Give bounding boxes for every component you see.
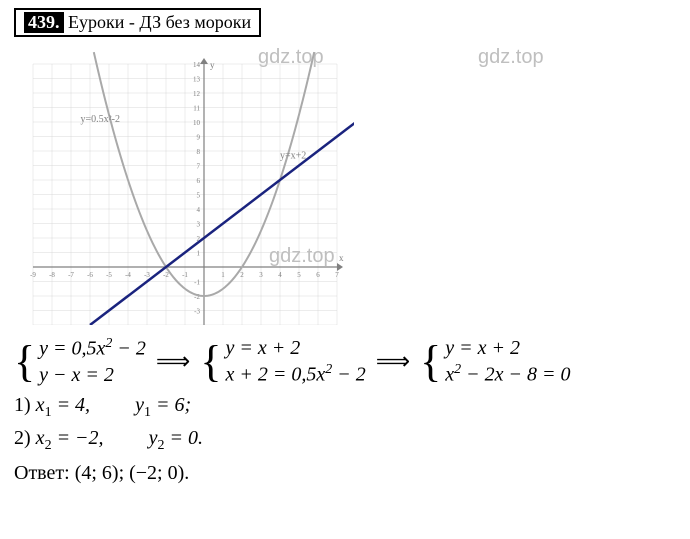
svg-text:-7: -7 bbox=[68, 271, 74, 279]
svg-text:5: 5 bbox=[197, 192, 201, 200]
svg-text:12: 12 bbox=[193, 90, 201, 98]
svg-text:13: 13 bbox=[193, 76, 201, 84]
svg-text:-5: -5 bbox=[106, 271, 112, 279]
svg-text:3: 3 bbox=[197, 221, 201, 229]
brace-icon: { bbox=[200, 344, 221, 379]
svg-text:5: 5 bbox=[297, 271, 301, 279]
sys3-line2: x2 − 2x − 8 = 0 bbox=[445, 361, 570, 388]
sys2-line2: x + 2 = 0,5x2 − 2 bbox=[225, 361, 365, 388]
answer-2: 2) x2 = −2, y2 = 0. bbox=[14, 427, 676, 454]
final-value: (4; 6); (−2; 0). bbox=[75, 462, 190, 484]
sys2-line1: y = x + 2 bbox=[225, 335, 365, 361]
watermark-top2: gdz.top bbox=[478, 46, 544, 69]
header-text: Еуроки - ДЗ без мороки bbox=[68, 12, 251, 32]
svg-text:4: 4 bbox=[197, 206, 201, 214]
chart-area: -9-8-7-6-5-4-3-2-11234567-3-2-1123456789… bbox=[14, 45, 354, 325]
brace-icon: { bbox=[420, 344, 441, 379]
chart-svg: -9-8-7-6-5-4-3-2-11234567-3-2-1123456789… bbox=[14, 45, 354, 325]
arrow-icon: ⟹ bbox=[376, 347, 410, 376]
answer-1-x: x1 = 4, bbox=[36, 394, 90, 416]
svg-text:6: 6 bbox=[316, 271, 320, 279]
answer-2-y: y2 = 0. bbox=[149, 427, 203, 449]
final-label: Ответ: bbox=[14, 462, 75, 484]
svg-text:6: 6 bbox=[197, 177, 201, 185]
svg-text:-3: -3 bbox=[194, 308, 200, 316]
svg-text:4: 4 bbox=[278, 271, 282, 279]
svg-text:3: 3 bbox=[259, 271, 263, 279]
system-1: { y = 0,5x2 − 2 y − x = 2 bbox=[14, 335, 146, 388]
final-answer: Ответ: (4; 6); (−2; 0). bbox=[14, 462, 676, 485]
svg-text:y=x+2: y=x+2 bbox=[280, 150, 306, 161]
answer-1-y: y1 = 6; bbox=[135, 394, 191, 416]
svg-text:-4: -4 bbox=[125, 271, 131, 279]
svg-text:7: 7 bbox=[197, 163, 201, 171]
svg-text:-6: -6 bbox=[87, 271, 93, 279]
svg-text:-3: -3 bbox=[144, 271, 150, 279]
svg-text:-1: -1 bbox=[194, 279, 200, 287]
system-2: { y = x + 2 x + 2 = 0,5x2 − 2 bbox=[200, 335, 365, 388]
svg-text:-8: -8 bbox=[49, 271, 55, 279]
answer-2-x: x2 = −2, bbox=[36, 427, 104, 449]
problem-number: 439. bbox=[24, 12, 64, 33]
svg-text:1: 1 bbox=[197, 250, 201, 258]
svg-text:14: 14 bbox=[193, 61, 201, 69]
system-3: { y = x + 2 x2 − 2x − 8 = 0 bbox=[420, 335, 570, 388]
svg-text:11: 11 bbox=[193, 105, 200, 113]
arrow-icon: ⟹ bbox=[156, 347, 190, 376]
svg-text:-9: -9 bbox=[30, 271, 36, 279]
answer-2-num: 2) bbox=[14, 427, 36, 449]
svg-text:8: 8 bbox=[197, 148, 201, 156]
header-box: 439. Еуроки - ДЗ без мороки bbox=[14, 8, 261, 37]
sys3-line1: y = x + 2 bbox=[445, 335, 570, 361]
svg-text:-1: -1 bbox=[182, 271, 188, 279]
svg-text:10: 10 bbox=[193, 119, 201, 127]
sys1-line2: y − x = 2 bbox=[39, 362, 146, 388]
svg-text:2: 2 bbox=[240, 271, 244, 279]
svg-text:7: 7 bbox=[335, 271, 339, 279]
system-row: { y = 0,5x2 − 2 y − x = 2 ⟹ { y = x + 2 … bbox=[14, 335, 676, 388]
sys1-line1: y = 0,5x2 − 2 bbox=[39, 335, 146, 362]
svg-text:y=0.5x²-2: y=0.5x²-2 bbox=[81, 114, 120, 125]
brace-icon: { bbox=[14, 344, 35, 379]
svg-text:x: x bbox=[339, 253, 344, 263]
svg-text:9: 9 bbox=[197, 134, 201, 142]
svg-text:y: y bbox=[210, 60, 215, 70]
answer-1: 1) x1 = 4, y1 = 6; bbox=[14, 394, 676, 421]
svg-text:1: 1 bbox=[221, 271, 225, 279]
answer-1-num: 1) bbox=[14, 394, 36, 416]
